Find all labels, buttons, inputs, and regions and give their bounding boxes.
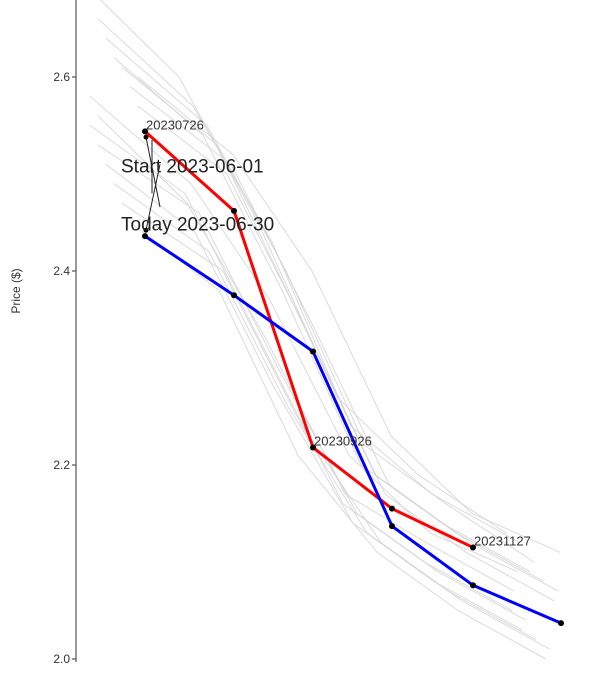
today-note-label: Today 2023-06-30 — [121, 215, 274, 236]
background-curve — [105, 163, 523, 631]
background-curve — [113, 57, 531, 573]
y-tick-label: 2.2 — [53, 458, 70, 472]
background-curve — [105, 37, 535, 563]
background-curve — [121, 202, 551, 650]
red-series-point — [310, 444, 316, 451]
blue-series-point — [558, 620, 564, 627]
red-series-point — [231, 207, 237, 214]
point-labels: 20230726 20230926 20231127 — [146, 117, 531, 548]
today-marker-point — [143, 227, 149, 233]
note-connectors — [145, 137, 161, 231]
y-axis-title: Price ($) — [9, 268, 23, 313]
red-series-point — [470, 544, 476, 551]
y-tick-label: 2.6 — [53, 70, 70, 84]
y-tick-label: 2.4 — [53, 264, 70, 278]
background-curve — [113, 183, 537, 641]
background-curve — [137, 76, 561, 553]
background-price-curves — [89, 0, 561, 660]
y-axis: 2.0 2.2 2.4 2.6 — [53, 0, 77, 666]
red-series-line — [144, 130, 474, 549]
background-curve — [89, 125, 513, 611]
blue-series-point — [310, 348, 316, 355]
background-curve — [97, 115, 515, 592]
background-curve — [121, 66, 545, 582]
blue-series-point — [142, 233, 148, 240]
series-group — [144, 130, 562, 625]
blue-series-point — [470, 582, 476, 589]
today-note-connector — [145, 164, 161, 231]
red-series-point — [389, 505, 395, 512]
background-curve — [89, 96, 519, 573]
start-note-label: Start 2023-06-01 — [121, 156, 264, 177]
start-marker-point — [143, 134, 149, 140]
series-points — [142, 128, 564, 627]
point-date-label: 20230726 — [146, 117, 204, 132]
point-date-label: 20231127 — [474, 533, 531, 548]
point-date-label: 20230926 — [314, 434, 372, 449]
blue-series-line — [144, 234, 562, 625]
red-series-point — [142, 128, 148, 135]
notes-group: Start 2023-06-01 Today 2023-06-30 — [121, 156, 274, 235]
background-curve — [137, 105, 555, 602]
background-curve — [97, 18, 521, 544]
background-curve — [99, 0, 507, 534]
blue-series-point — [389, 523, 395, 530]
start-note-connector — [145, 137, 161, 208]
background-curve — [129, 86, 559, 592]
background-curve — [129, 222, 547, 660]
y-tick-label: 2.0 — [53, 652, 70, 666]
blue-series-point — [231, 292, 237, 299]
